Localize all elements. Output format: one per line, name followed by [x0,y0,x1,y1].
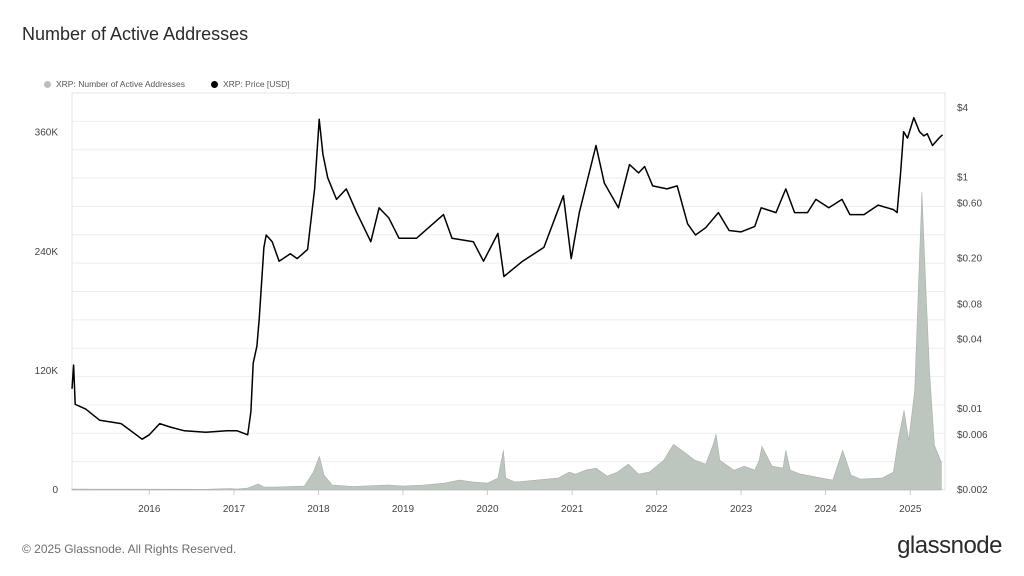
y-right-tick-label: $4 [957,103,969,114]
chart-legend: XRP: Number of Active Addresses XRP: Pri… [44,79,316,89]
x-tick-label: 2025 [899,504,922,515]
y-left-tick-label: 120K [35,366,59,377]
series-price-line [71,116,944,440]
copyright-notice: © 2025 Glassnode. All Rights Reserved. [22,542,237,556]
brand-logo: glassnode [897,532,1002,559]
x-tick-label: 2020 [476,504,499,515]
x-tick-label: 2024 [814,504,837,515]
chart-title: Number of Active Addresses [22,24,249,44]
y-left-tick-label: 240K [35,247,59,258]
y-right-tick-label: $0.01 [957,404,982,415]
x-tick-label: 2022 [645,504,668,515]
x-tick-label: 2021 [561,504,584,515]
x-tick-label: 2019 [392,504,415,515]
y-right-tick-label: $0.20 [957,254,982,265]
legend-item-price[interactable]: XRP: Price [USD] [210,79,290,89]
y-right-tick-label: $0.04 [957,334,982,345]
legend-item-addresses[interactable]: XRP: Number of Active Addresses [44,79,185,89]
legend-label-price: XRP: Price [USD] [222,79,290,89]
legend-swatch-addresses [44,80,51,88]
x-tick-label: 2017 [223,504,246,515]
series-active-addresses-area [71,192,942,491]
y-right-tick-label: $1 [957,173,969,184]
legend-swatch-price [210,80,218,88]
x-tick-label: 2016 [138,504,161,515]
y-left-tick-label: 360K [35,128,59,139]
y-left-tick-label: 0 [52,485,58,496]
y-right-tick-label: $0.08 [957,300,982,311]
y-right-tick-label: $0.006 [957,430,988,441]
x-tick-label: 2023 [730,504,753,515]
y-right-tick-label: $0.60 [957,198,982,209]
x-tick-label: 2018 [307,504,330,515]
legend-label-addresses: XRP: Number of Active Addresses [56,79,185,89]
y-right-tick-label: $0.002 [957,485,988,496]
